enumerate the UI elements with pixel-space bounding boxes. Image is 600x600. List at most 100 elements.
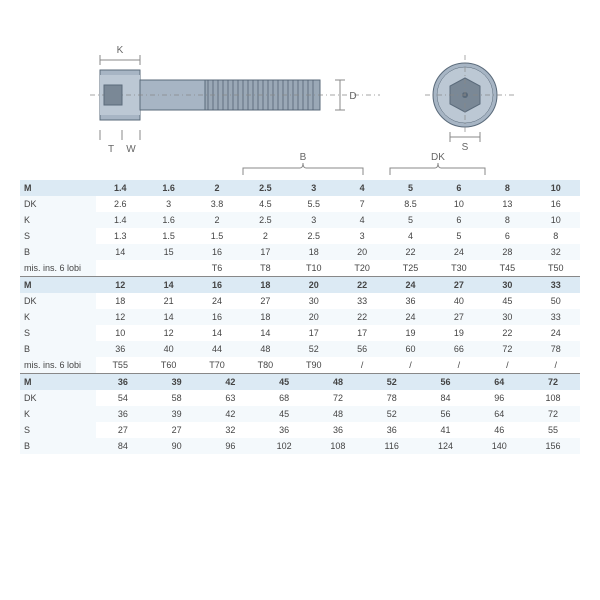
cell: 24 [386, 309, 434, 325]
cell: 68 [257, 390, 311, 406]
cell: T10 [290, 260, 338, 276]
cell: T30 [435, 260, 483, 276]
label-B: B [300, 152, 307, 163]
cell: 22 [338, 277, 386, 294]
cell: 27 [150, 422, 204, 438]
cell: 4 [338, 180, 386, 196]
row-label: DK [20, 196, 96, 212]
row-label: M [20, 374, 96, 391]
table-row: mis. ins. 6 lobiT55T60T70T80T90///// [20, 357, 580, 373]
cell: 12 [96, 309, 144, 325]
cell: / [338, 357, 386, 373]
cell: 21 [144, 293, 192, 309]
cell: 72 [483, 341, 531, 357]
spec-tables: M1.41.622.53456810DK2.633.84.55.578.5101… [20, 180, 580, 454]
cell: 2 [193, 212, 241, 228]
cell: 27 [435, 277, 483, 294]
cell: 36 [96, 406, 150, 422]
table-row: B849096102108116124140156 [20, 438, 580, 454]
cell: 6 [435, 180, 483, 196]
cell: 54 [96, 390, 150, 406]
cell: 3 [290, 180, 338, 196]
row-label: mis. ins. 6 lobi [20, 260, 96, 276]
cell: 1.3 [96, 228, 144, 244]
cell: 16 [193, 277, 241, 294]
label-K: K [117, 45, 124, 56]
cell: 2.5 [241, 212, 289, 228]
cell: / [386, 357, 434, 373]
cell: 30 [483, 277, 531, 294]
cell: 5 [386, 212, 434, 228]
cell: 8.5 [386, 196, 434, 212]
label-DK: DK [431, 152, 445, 163]
table-row: mis. ins. 6 lobiT6T8T10T20T25T30T45T50 [20, 260, 580, 276]
cell: 36 [96, 374, 150, 391]
cell: 27 [435, 309, 483, 325]
spec-table-block3: M363942454852566472DK5458636872788496108… [20, 373, 580, 454]
cell: 45 [483, 293, 531, 309]
cell: 12 [96, 277, 144, 294]
table-row: K363942454852566472 [20, 406, 580, 422]
cell: 18 [241, 309, 289, 325]
cell [144, 260, 192, 276]
cell: 24 [435, 244, 483, 260]
row-label: mis. ins. 6 lobi [20, 357, 96, 373]
cell: 33 [532, 309, 580, 325]
cell: 84 [96, 438, 150, 454]
table-row: S1.31.51.522.534568 [20, 228, 580, 244]
table-row: S10121414171719192224 [20, 325, 580, 341]
cell: 24 [532, 325, 580, 341]
cell: 52 [365, 406, 419, 422]
cell: 17 [241, 244, 289, 260]
spec-table-block2: M12141618202224273033DK18212427303336404… [20, 276, 580, 373]
cell: 8 [483, 212, 531, 228]
cell: 33 [532, 277, 580, 294]
cell: 44 [193, 341, 241, 357]
label-W: W [126, 144, 136, 155]
cell: 14 [241, 325, 289, 341]
cell: 84 [419, 390, 473, 406]
cell: T50 [532, 260, 580, 276]
cell: 14 [144, 277, 192, 294]
cell: 41 [419, 422, 473, 438]
cell: 66 [435, 341, 483, 357]
cell: 19 [386, 325, 434, 341]
cell: T6 [193, 260, 241, 276]
cell: 45 [257, 406, 311, 422]
cell: 24 [193, 293, 241, 309]
cell: 124 [419, 438, 473, 454]
table-row: M12141618202224273033 [20, 277, 580, 294]
row-label: S [20, 422, 96, 438]
cell: / [435, 357, 483, 373]
cell: 78 [532, 341, 580, 357]
cell: 55 [526, 422, 580, 438]
cell: 156 [526, 438, 580, 454]
bolt-diagram: K T W D [0, 0, 600, 180]
cell: 10 [435, 196, 483, 212]
cell: 28 [483, 244, 531, 260]
row-label: S [20, 228, 96, 244]
cell: 3 [338, 228, 386, 244]
cell: 6 [435, 212, 483, 228]
cell: 22 [386, 244, 434, 260]
label-T: T [108, 144, 114, 155]
cell: 42 [204, 406, 258, 422]
cell: 72 [526, 406, 580, 422]
cell: 17 [338, 325, 386, 341]
cell: 1.4 [96, 212, 144, 228]
cell: 40 [435, 293, 483, 309]
cell: 8 [532, 228, 580, 244]
cell: T8 [241, 260, 289, 276]
cell: 2.5 [290, 228, 338, 244]
cell: T70 [193, 357, 241, 373]
cell: 10 [532, 180, 580, 196]
cell: 27 [96, 422, 150, 438]
cell: 3 [144, 196, 192, 212]
cell: 22 [483, 325, 531, 341]
cell: T55 [96, 357, 144, 373]
row-label: K [20, 212, 96, 228]
cell: 36 [96, 341, 144, 357]
cell: T60 [144, 357, 192, 373]
cell: 14 [193, 325, 241, 341]
cell: 64 [472, 406, 526, 422]
